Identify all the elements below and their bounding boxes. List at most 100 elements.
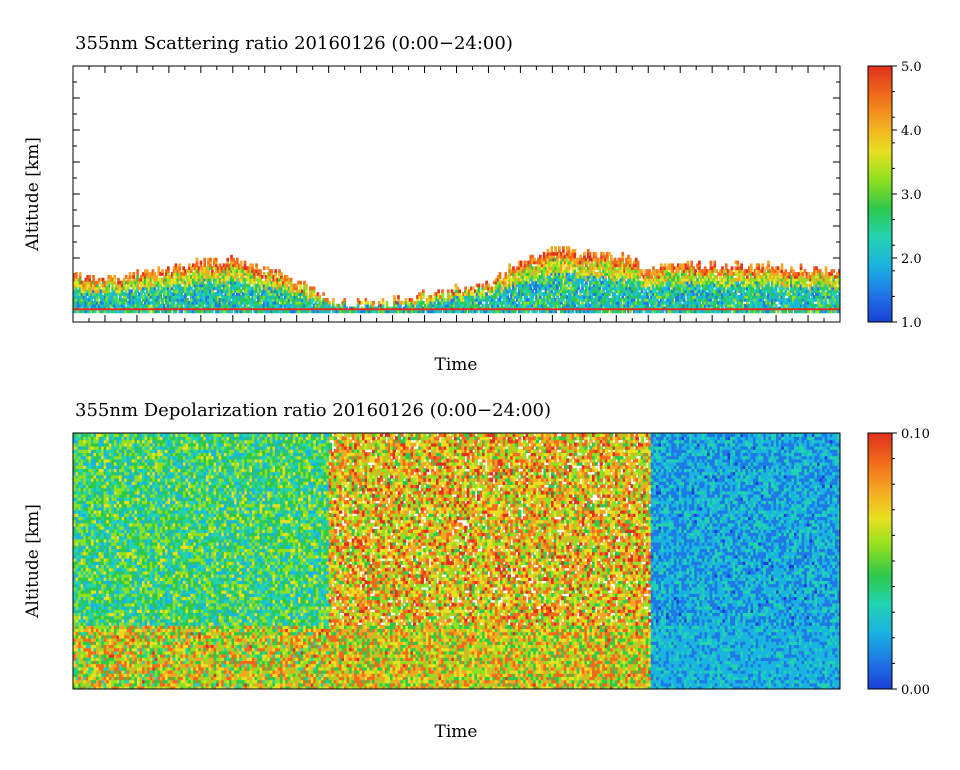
heatmap-cell [161, 272, 164, 276]
heatmap-cell [571, 283, 575, 288]
heatmap-cell [565, 263, 569, 268]
heatmap-cell [209, 280, 212, 285]
heatmap-cell [715, 283, 719, 288]
heatmap-cell [703, 300, 707, 305]
heatmap-cell [310, 298, 314, 302]
heatmap-cell [655, 286, 659, 291]
heatmap-cell [381, 298, 385, 302]
heatmap-cell [498, 272, 502, 276]
heatmap-cell [308, 292, 312, 296]
heatmap-cell [94, 286, 97, 291]
heatmap-cell [159, 283, 162, 288]
heatmap-cell [201, 298, 205, 302]
heatmap-cell [573, 277, 577, 282]
heatmap-cell [176, 289, 180, 294]
heatmap-cell [76, 289, 80, 294]
heatmap-cell [249, 272, 253, 276]
heatmap-cell [97, 286, 101, 291]
heatmap-cell [393, 303, 396, 308]
heatmap-cell [648, 300, 651, 305]
heatmap-cell [197, 277, 201, 282]
heatmap-cell [214, 292, 218, 296]
heatmap-cell [469, 303, 473, 308]
heatmap-cell [537, 269, 540, 273]
heatmap-cell [492, 289, 496, 294]
heatmap-cell [644, 277, 648, 282]
heatmap-cell [105, 295, 109, 299]
heatmap-cell [776, 272, 780, 276]
heatmap-cell [694, 269, 697, 273]
heatmap-cell [700, 280, 703, 285]
heatmap-cell [142, 286, 145, 291]
heatmap-cell [182, 269, 185, 273]
heatmap-cell [640, 289, 644, 294]
heatmap-cell [264, 277, 268, 282]
heatmap-cell [713, 300, 717, 305]
heatmap-cell [408, 298, 412, 302]
heatmap-cell [732, 286, 736, 291]
heatmap-cell [306, 303, 310, 308]
heatmap-cell [239, 283, 243, 288]
heatmap-cell [644, 300, 648, 305]
heatmap-cell [178, 298, 182, 302]
heatmap-cell [540, 260, 544, 265]
heatmap-cell [262, 295, 266, 299]
heatmap-cell [686, 260, 690, 265]
heatmap-cell [711, 269, 715, 273]
heatmap-cell [213, 272, 216, 276]
heatmap-cell [774, 303, 778, 308]
heatmap-cell [585, 260, 588, 265]
heatmap-cell [466, 295, 469, 299]
heatmap-cell [195, 272, 199, 276]
heatmap-cell [682, 266, 686, 270]
heatmap-cell [78, 298, 82, 302]
heatmap-cell [822, 300, 826, 305]
heatmap-cell [801, 303, 805, 308]
heatmap-cell [608, 286, 611, 291]
heatmap-cell [216, 280, 220, 285]
heatmap-cell [673, 272, 676, 276]
heatmap-cell [163, 277, 166, 282]
heatmap-cell [452, 300, 456, 305]
heatmap-cell [406, 300, 410, 305]
heatmap-cell [205, 283, 208, 288]
heatmap-cell [707, 277, 711, 282]
heatmap-cell [199, 309, 203, 314]
heatmap-cell [696, 277, 699, 282]
heatmap-cell [504, 280, 508, 285]
heatmap-cell [782, 303, 786, 308]
heatmap-cell [665, 303, 669, 308]
x-tick-label: 5 [229, 329, 237, 344]
heatmap-cell [437, 309, 440, 314]
heatmap-cell [88, 295, 91, 299]
heatmap-cell [494, 300, 498, 305]
heatmap-cell [431, 298, 435, 302]
heatmap-cell [565, 272, 569, 276]
heatmap-cell [163, 275, 166, 279]
heatmap-cell [569, 257, 573, 262]
heatmap-cell [418, 292, 421, 296]
heatmap-cell [502, 292, 506, 296]
heatmap-cell [239, 298, 243, 302]
heatmap-cell [504, 289, 508, 294]
heatmap-cell [143, 298, 147, 302]
heatmap-cell [456, 303, 460, 308]
heatmap-cell [195, 269, 199, 273]
heatmap-cell [259, 289, 262, 294]
heatmap-cell [142, 283, 145, 288]
heatmap-cell [232, 263, 235, 268]
heatmap-cell [527, 283, 531, 288]
heatmap-cell [757, 300, 761, 305]
heatmap-cell [90, 286, 93, 291]
heatmap-cell [544, 277, 548, 282]
heatmap-cell [740, 295, 743, 299]
heatmap-cell [448, 298, 452, 302]
heatmap-cell [502, 286, 506, 291]
heatmap-cell [583, 254, 586, 259]
heatmap-cell [575, 309, 579, 314]
heatmap-cell [521, 292, 525, 296]
heatmap-cell [724, 280, 728, 285]
heatmap-cell [494, 283, 498, 288]
heatmap-cell [228, 295, 231, 299]
heatmap-cell [259, 303, 262, 308]
